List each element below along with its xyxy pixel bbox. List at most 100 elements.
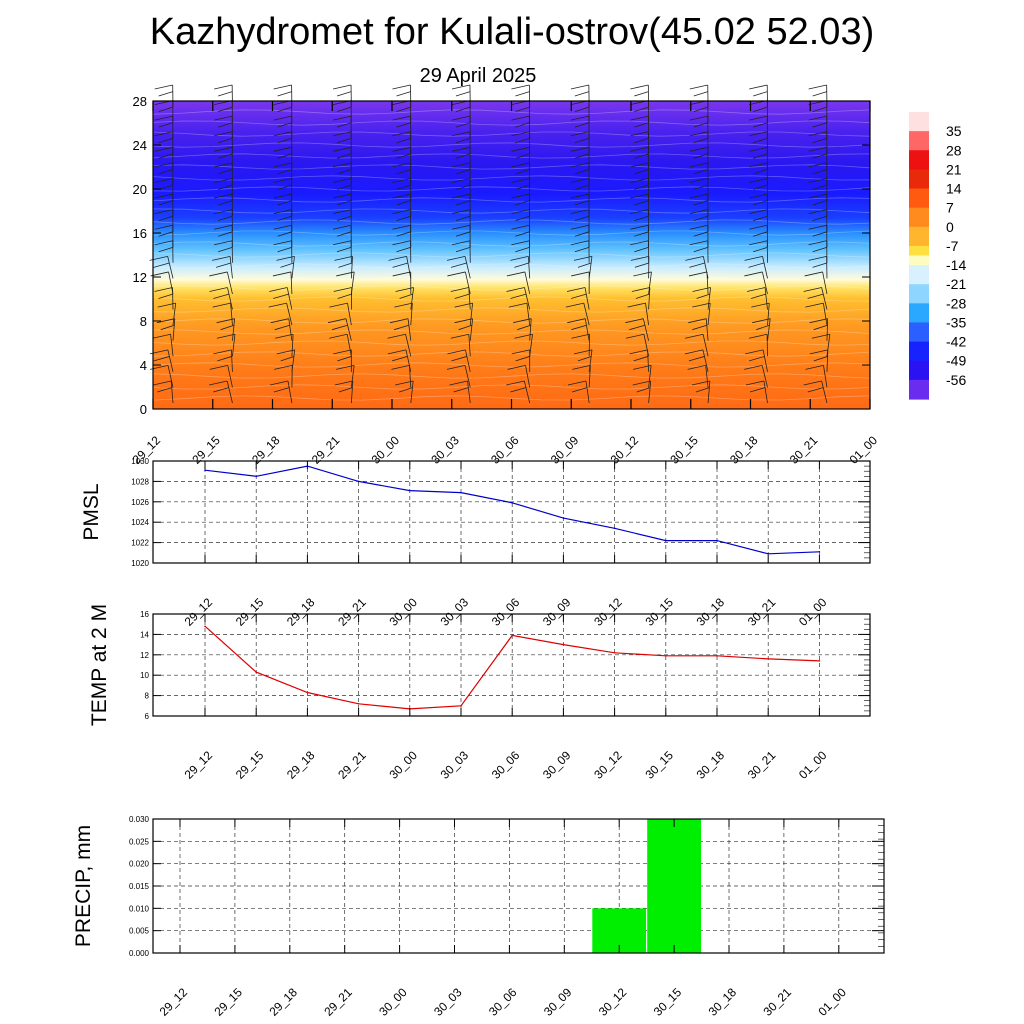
isotherm-line (152, 208, 871, 214)
y-tick-label: 10 (140, 671, 149, 680)
wind-barb-flag (634, 247, 649, 253)
wind-barb-flag (689, 209, 708, 215)
colorbar-box (909, 308, 929, 314)
wind-barb-flag (630, 255, 649, 261)
wind-barb-flag (507, 365, 526, 370)
wind-barb-flag (510, 293, 527, 299)
wind-barb-staff (588, 365, 591, 388)
wind-barb-flag (451, 84, 471, 90)
wind-barb-flag (574, 91, 590, 97)
x-tick-label: 29_18 (284, 748, 318, 782)
wind-barb-flag (752, 318, 771, 324)
wind-barb-flag (269, 380, 289, 386)
data-point (716, 539, 718, 542)
wind-barb-staff (527, 256, 531, 279)
wind-barb-flag (396, 122, 411, 128)
x-tick-label: 01_00 (796, 595, 830, 629)
wind-barb-staff (350, 256, 353, 279)
wind-barb-staff (705, 318, 709, 341)
wind-barb-flag (455, 91, 471, 97)
wind-barb-staff (464, 365, 471, 388)
data-point (204, 469, 206, 471)
x-tick-label: 30_06 (486, 985, 520, 1019)
wind-barb-flag (570, 115, 589, 121)
wind-barb-flag (214, 240, 233, 246)
colorbar-box (909, 379, 929, 386)
wind-barb-flag (455, 122, 471, 128)
wind-barb-flag (808, 131, 827, 137)
wind-barb-staff (469, 318, 474, 341)
wind-barb-flag (396, 91, 411, 97)
wind-barb-flag (749, 356, 765, 362)
colorbar-box (909, 174, 929, 180)
colorbar-box (909, 260, 929, 266)
wind-barb-flag (753, 153, 768, 159)
wind-barb-flag (277, 184, 292, 190)
wind-barb-staff (290, 271, 293, 294)
wind-barb-flag (570, 293, 587, 299)
data-point (357, 702, 360, 705)
wind-barb-flag (336, 91, 352, 97)
wind-barb-flag (455, 184, 471, 190)
wind-barb-staff (405, 334, 412, 357)
colorbar-box (909, 202, 929, 209)
data-point (665, 539, 667, 542)
colorbar-box (909, 112, 929, 118)
wind-barb-flag (214, 146, 233, 152)
wind-barb-flag (451, 224, 471, 230)
wind-barb-flag (511, 115, 530, 121)
wind-barb-flag (158, 91, 173, 97)
colorbar-label: -28 (946, 295, 966, 311)
wind-barb-flag (813, 324, 828, 331)
wind-barb-flag (634, 262, 649, 268)
wind-barb-flag (209, 365, 228, 370)
wind-barb-flag (277, 200, 292, 206)
wind-barb-flag (749, 162, 768, 168)
wind-barb-flag (396, 247, 411, 253)
heatmap-x-tick-label: 30_18 (727, 433, 761, 467)
data-point (357, 480, 360, 483)
precip-bar (647, 819, 702, 953)
wind-barb-staff (291, 334, 294, 357)
wind-barb-flag (447, 271, 466, 277)
wind-barb-flag (574, 169, 590, 175)
wind-barb-staff (288, 318, 293, 341)
colorbar-box (909, 121, 929, 127)
x-tick-label: 29_15 (233, 595, 267, 629)
wind-barb-flag (684, 349, 704, 355)
data-point (767, 553, 769, 555)
isotherm-line (152, 252, 871, 258)
wind-barb-flag (455, 231, 471, 237)
wind-barb-flag (396, 106, 411, 112)
wind-barb-staff (823, 365, 828, 388)
wind-barb-flag (749, 224, 768, 230)
wind-barb-flag (158, 169, 173, 175)
wind-barb-flag (687, 365, 706, 370)
wind-barb-flag (689, 162, 708, 168)
x-tick-label: 30_12 (591, 748, 625, 782)
temperature-field-fill (153, 101, 870, 409)
wind-barb-staff (702, 349, 709, 372)
x-tick-label: 30_09 (540, 748, 574, 782)
wind-barb-flag (689, 84, 708, 90)
isotherm-line (152, 230, 871, 236)
wind-barb-flag (336, 122, 352, 128)
wind-barb-flag (634, 184, 649, 190)
wind-barb-flag (273, 209, 292, 215)
wind-barb-flag (154, 287, 173, 292)
colorbar-box (909, 312, 929, 319)
colorbar-label: 28 (946, 142, 962, 158)
wind-barb-flag (273, 193, 292, 199)
colorbar-box (909, 375, 929, 381)
wind-barb-flag (744, 271, 763, 277)
wind-barb-flag (277, 137, 292, 144)
wind-barb-flag (570, 84, 589, 90)
data-point (511, 634, 513, 637)
wind-barb-staff (822, 271, 828, 295)
isotherm-line (153, 329, 871, 335)
x-tick-label: 29_21 (321, 985, 355, 1019)
wind-barb-flag (216, 262, 231, 268)
wind-barb-staff (588, 349, 593, 372)
wind-barb-flag (336, 153, 352, 159)
